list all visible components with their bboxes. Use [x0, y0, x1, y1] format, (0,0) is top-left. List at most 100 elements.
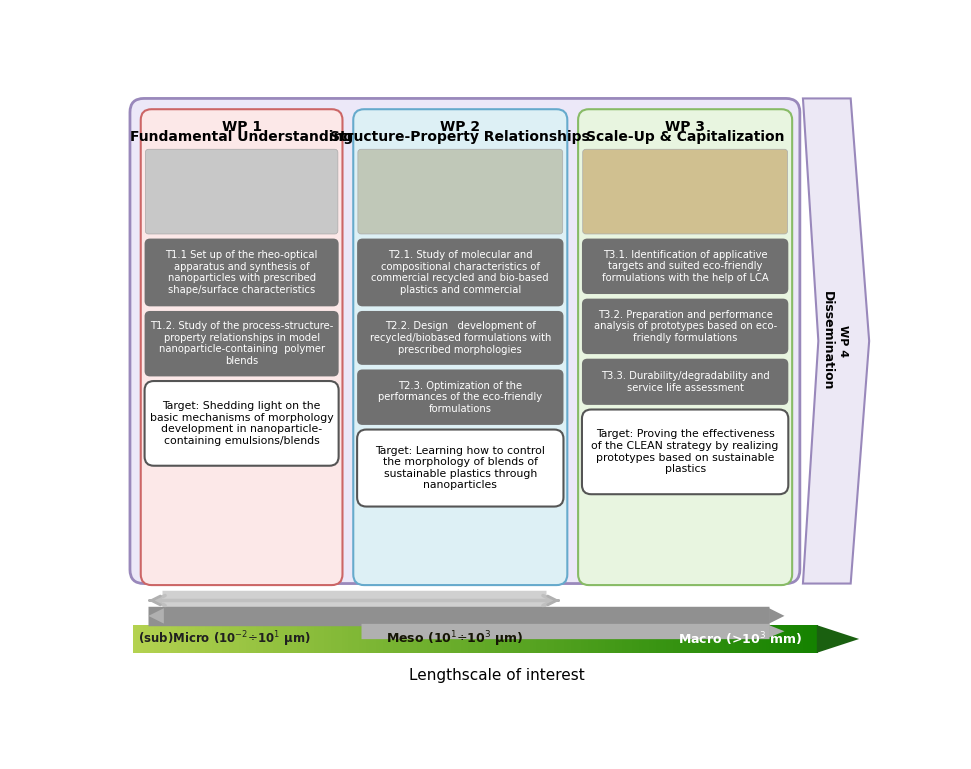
Bar: [769, 625, 774, 653]
FancyBboxPatch shape: [146, 149, 338, 234]
Bar: [574, 625, 579, 653]
FancyBboxPatch shape: [357, 430, 563, 507]
Text: T3.1. Identification of applicative
targets and suited eco-friendly
formulations: T3.1. Identification of applicative targ…: [602, 250, 768, 283]
Bar: [372, 625, 377, 653]
Bar: [615, 625, 619, 653]
FancyBboxPatch shape: [578, 109, 792, 585]
Bar: [673, 625, 678, 653]
Bar: [724, 625, 729, 653]
Polygon shape: [769, 625, 785, 638]
Bar: [758, 625, 763, 653]
Text: WP 3: WP 3: [665, 120, 705, 134]
Bar: [304, 625, 309, 653]
Bar: [365, 625, 370, 653]
Bar: [403, 625, 408, 653]
Bar: [133, 625, 138, 653]
Bar: [328, 625, 332, 653]
Bar: [355, 625, 360, 653]
Bar: [536, 625, 541, 653]
FancyBboxPatch shape: [145, 311, 339, 376]
Bar: [557, 625, 561, 653]
Bar: [263, 625, 268, 653]
Bar: [216, 625, 219, 653]
Bar: [297, 625, 302, 653]
Text: (sub)Micro (10$^{-2}$$\div$10$^{1}$ μm): (sub)Micro (10$^{-2}$$\div$10$^{1}$ μm): [138, 629, 311, 649]
Bar: [608, 625, 613, 653]
Bar: [735, 625, 739, 653]
Bar: [755, 625, 760, 653]
Bar: [677, 625, 682, 653]
Bar: [715, 625, 719, 653]
FancyBboxPatch shape: [582, 238, 788, 294]
Bar: [605, 625, 610, 653]
Bar: [601, 625, 606, 653]
Bar: [738, 625, 743, 653]
Bar: [803, 625, 808, 653]
Bar: [571, 625, 575, 653]
Polygon shape: [817, 625, 859, 653]
Bar: [533, 625, 538, 653]
Bar: [286, 625, 291, 653]
Bar: [383, 625, 387, 653]
Bar: [612, 625, 617, 653]
Bar: [362, 625, 367, 653]
Text: Target: Learning how to control
the morphology of blends of
sustainable plastics: Target: Learning how to control the morp…: [376, 446, 546, 491]
Text: T3.3. Durability/degradability and
service life assessment: T3.3. Durability/degradability and servi…: [601, 371, 769, 393]
Bar: [666, 625, 671, 653]
Bar: [369, 625, 374, 653]
Bar: [567, 625, 572, 653]
Bar: [246, 625, 251, 653]
Bar: [290, 625, 295, 653]
Bar: [338, 625, 343, 653]
Bar: [427, 625, 432, 653]
Bar: [700, 625, 705, 653]
Bar: [171, 625, 175, 653]
Bar: [499, 625, 503, 653]
Bar: [492, 625, 496, 653]
FancyBboxPatch shape: [353, 109, 567, 585]
Bar: [686, 625, 691, 653]
Bar: [407, 625, 411, 653]
FancyBboxPatch shape: [145, 238, 339, 306]
Bar: [225, 625, 230, 653]
Bar: [721, 625, 725, 653]
Bar: [444, 625, 449, 653]
Bar: [779, 625, 784, 653]
FancyBboxPatch shape: [583, 149, 787, 234]
Bar: [301, 625, 305, 653]
Text: T1.2. Study of the process-structure-
property relationships in model
nanopartic: T1.2. Study of the process-structure- pr…: [150, 321, 333, 366]
Bar: [787, 625, 790, 653]
Bar: [479, 625, 483, 653]
Bar: [420, 625, 424, 653]
Bar: [280, 625, 285, 653]
Bar: [636, 625, 640, 653]
Bar: [243, 625, 247, 653]
Bar: [335, 625, 339, 653]
Bar: [502, 625, 507, 653]
Bar: [728, 625, 732, 653]
Bar: [807, 625, 811, 653]
Bar: [315, 625, 318, 653]
Bar: [284, 625, 288, 653]
Bar: [690, 625, 695, 653]
Bar: [293, 625, 298, 653]
Text: Target: Shedding light on the
basic mechanisms of morphology
development in nano: Target: Shedding light on the basic mech…: [150, 401, 333, 446]
Bar: [386, 625, 390, 653]
Bar: [762, 625, 767, 653]
Bar: [266, 625, 271, 653]
Bar: [488, 625, 493, 653]
FancyBboxPatch shape: [357, 238, 563, 306]
Bar: [345, 625, 350, 653]
Bar: [625, 625, 630, 653]
Bar: [622, 625, 626, 653]
Bar: [468, 625, 473, 653]
Bar: [222, 625, 226, 653]
Bar: [458, 625, 462, 653]
Text: WP 4: WP 4: [838, 325, 848, 357]
Bar: [522, 625, 527, 653]
Bar: [659, 625, 664, 653]
Bar: [342, 625, 347, 653]
Bar: [441, 625, 446, 653]
FancyBboxPatch shape: [582, 298, 788, 354]
Bar: [331, 625, 336, 653]
